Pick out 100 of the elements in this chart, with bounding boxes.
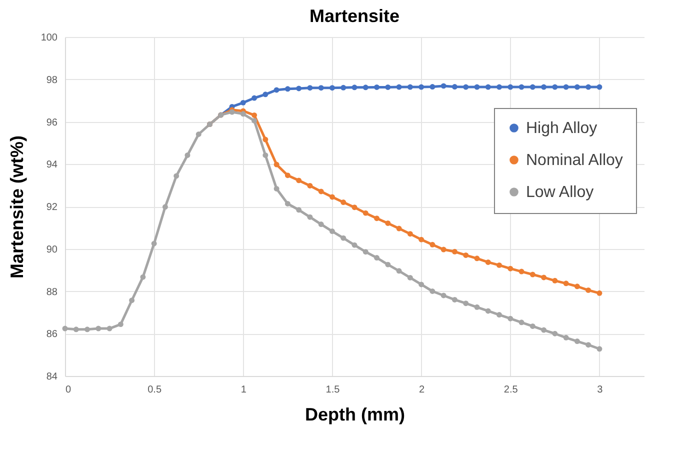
point bbox=[586, 342, 592, 348]
point bbox=[541, 274, 547, 280]
point bbox=[118, 322, 124, 328]
point bbox=[385, 262, 391, 268]
point bbox=[252, 95, 258, 101]
x-axis-title: Depth (mm) bbox=[305, 404, 405, 424]
point bbox=[440, 83, 446, 89]
point bbox=[284, 172, 290, 178]
point bbox=[62, 326, 68, 332]
point bbox=[307, 183, 313, 188]
point bbox=[552, 278, 558, 284]
point bbox=[496, 262, 502, 268]
point bbox=[374, 255, 380, 261]
point bbox=[452, 248, 458, 254]
point bbox=[184, 152, 190, 158]
point bbox=[284, 86, 290, 92]
point bbox=[518, 320, 524, 326]
point bbox=[563, 280, 569, 286]
point bbox=[262, 92, 268, 98]
point bbox=[496, 312, 502, 318]
point bbox=[240, 100, 246, 106]
point bbox=[329, 228, 335, 234]
point bbox=[418, 236, 424, 242]
point bbox=[452, 296, 458, 302]
chart-title: Martensite bbox=[309, 6, 400, 26]
point bbox=[385, 220, 391, 226]
y-tick-label: 84 bbox=[46, 372, 58, 382]
x-tick-label: 2 bbox=[419, 384, 426, 396]
point bbox=[274, 87, 280, 93]
point bbox=[96, 326, 102, 332]
point bbox=[274, 186, 280, 192]
point bbox=[541, 327, 547, 333]
point bbox=[396, 226, 402, 232]
point bbox=[318, 188, 324, 194]
point bbox=[374, 216, 380, 222]
x-tick-label: 0 bbox=[66, 384, 72, 396]
point bbox=[418, 282, 424, 288]
point bbox=[352, 242, 358, 248]
point bbox=[463, 300, 469, 306]
x-tick-label: 3 bbox=[597, 384, 604, 396]
point bbox=[296, 86, 302, 92]
point bbox=[196, 132, 202, 137]
point bbox=[296, 207, 302, 213]
point bbox=[530, 323, 536, 329]
point bbox=[274, 162, 280, 168]
point bbox=[262, 152, 268, 158]
point bbox=[73, 326, 79, 332]
point bbox=[307, 85, 313, 91]
point bbox=[485, 308, 491, 314]
point bbox=[463, 252, 469, 258]
point bbox=[284, 201, 290, 206]
point bbox=[518, 268, 524, 274]
point bbox=[340, 235, 346, 241]
x-tick-label: 1.5 bbox=[326, 384, 340, 396]
point bbox=[552, 330, 558, 336]
point bbox=[496, 84, 502, 90]
point bbox=[296, 178, 302, 184]
point bbox=[586, 84, 592, 90]
point bbox=[574, 284, 580, 290]
point bbox=[430, 242, 436, 248]
point bbox=[574, 338, 580, 344]
point bbox=[407, 274, 413, 280]
x-tick-label: 2.5 bbox=[504, 384, 518, 396]
point bbox=[340, 200, 346, 205]
point bbox=[151, 240, 157, 246]
point bbox=[474, 84, 480, 90]
y-tick-label: 94 bbox=[46, 160, 58, 171]
legend-label: Nominal Alloy bbox=[526, 152, 623, 169]
point bbox=[318, 85, 324, 91]
point bbox=[318, 222, 324, 228]
y-tick-label: 92 bbox=[46, 202, 58, 213]
y-axis-title: Martensite (wt%) bbox=[6, 135, 27, 279]
point bbox=[418, 84, 424, 90]
point bbox=[596, 346, 602, 352]
point bbox=[508, 316, 514, 322]
point bbox=[362, 249, 368, 255]
point bbox=[407, 231, 413, 237]
point bbox=[596, 290, 602, 296]
point bbox=[396, 268, 402, 274]
point bbox=[174, 173, 180, 179]
point bbox=[106, 326, 112, 332]
point bbox=[508, 84, 514, 90]
point bbox=[329, 85, 335, 91]
point bbox=[463, 84, 469, 90]
point bbox=[440, 292, 446, 298]
y-tick-label: 96 bbox=[46, 117, 58, 128]
point bbox=[84, 326, 90, 332]
point bbox=[362, 84, 368, 90]
point bbox=[262, 136, 268, 142]
x-tick-label: 0.5 bbox=[148, 384, 162, 396]
point bbox=[552, 84, 558, 90]
legend-label: High Alloy bbox=[526, 120, 598, 137]
x-tick-label: 1 bbox=[240, 384, 247, 396]
legend-label: Low Alloy bbox=[526, 184, 594, 201]
point bbox=[530, 272, 536, 278]
point bbox=[140, 274, 146, 280]
y-tick-label: 90 bbox=[46, 244, 58, 256]
point bbox=[252, 118, 258, 124]
point bbox=[518, 84, 524, 90]
y-tick-label: 86 bbox=[46, 329, 58, 340]
